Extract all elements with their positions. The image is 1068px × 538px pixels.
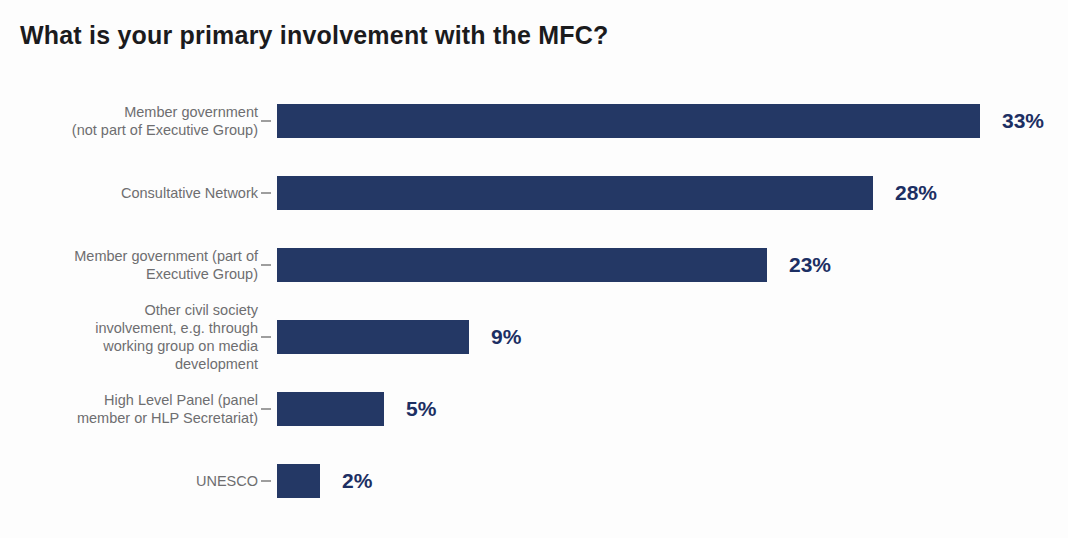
value-label: 33% xyxy=(1002,109,1044,133)
chart-row: Member government(not part of Executive … xyxy=(20,85,1046,157)
category-label-line: member or HLP Secretariat) xyxy=(20,409,258,427)
axis-tick-zone xyxy=(258,192,277,194)
value-label: 2% xyxy=(342,469,372,493)
bar xyxy=(277,464,320,498)
chart-title: What is your primary involvement with th… xyxy=(20,20,1046,51)
axis-tick-zone xyxy=(258,408,277,410)
category-label: Member government (part ofExecutive Grou… xyxy=(20,247,258,283)
axis-tick-zone xyxy=(258,336,277,338)
category-label-line: Consultative Network xyxy=(20,184,258,202)
category-label-line: Member government (part of xyxy=(20,247,258,265)
value-label: 9% xyxy=(491,325,521,349)
category-label: UNESCO xyxy=(20,472,258,490)
category-label-line: Other civil society xyxy=(20,301,258,319)
bar-zone: 5% xyxy=(277,392,1046,426)
chart-row: Member government (part ofExecutive Grou… xyxy=(20,229,1046,301)
value-label: 23% xyxy=(789,253,831,277)
category-label-line: involvement, e.g. through xyxy=(20,319,258,337)
category-label: Member government(not part of Executive … xyxy=(20,103,258,139)
bar xyxy=(277,320,469,354)
category-label-line: working group on media xyxy=(20,337,258,355)
axis-tick xyxy=(261,336,271,338)
axis-tick xyxy=(261,264,271,266)
chart-row: High Level Panel (panelmember or HLP Sec… xyxy=(20,373,1046,445)
category-label-line: UNESCO xyxy=(20,472,258,490)
bar-zone: 28% xyxy=(277,176,1046,210)
axis-tick xyxy=(261,408,271,410)
bar-zone: 2% xyxy=(277,464,1046,498)
axis-tick-zone xyxy=(258,264,277,266)
bar-zone: 9% xyxy=(277,320,1046,354)
bar xyxy=(277,176,873,210)
category-label: Consultative Network xyxy=(20,184,258,202)
axis-tick xyxy=(261,192,271,194)
axis-tick-zone xyxy=(258,120,277,122)
value-label: 5% xyxy=(406,397,436,421)
category-label: High Level Panel (panelmember or HLP Sec… xyxy=(20,391,258,427)
bar-zone: 23% xyxy=(277,248,1046,282)
category-label-line: Member government xyxy=(20,103,258,121)
value-label: 28% xyxy=(895,181,937,205)
category-label-line: development xyxy=(20,355,258,373)
category-label: Other civil societyinvolvement, e.g. thr… xyxy=(20,301,258,373)
bar-zone: 33% xyxy=(277,104,1046,138)
bar-chart: Member government(not part of Executive … xyxy=(20,85,1046,517)
category-label-line: Executive Group) xyxy=(20,265,258,283)
survey-bar-chart-figure: What is your primary involvement with th… xyxy=(0,0,1068,538)
chart-row: UNESCO 2% xyxy=(20,445,1046,517)
bar xyxy=(277,392,384,426)
axis-tick-zone xyxy=(258,480,277,482)
chart-row: Consultative Network 28% xyxy=(20,157,1046,229)
category-label-line: High Level Panel (panel xyxy=(20,391,258,409)
axis-tick xyxy=(261,120,271,122)
axis-tick xyxy=(261,480,271,482)
bar xyxy=(277,104,980,138)
category-label-line: (not part of Executive Group) xyxy=(20,121,258,139)
bar xyxy=(277,248,767,282)
chart-row: Other civil societyinvolvement, e.g. thr… xyxy=(20,301,1046,373)
